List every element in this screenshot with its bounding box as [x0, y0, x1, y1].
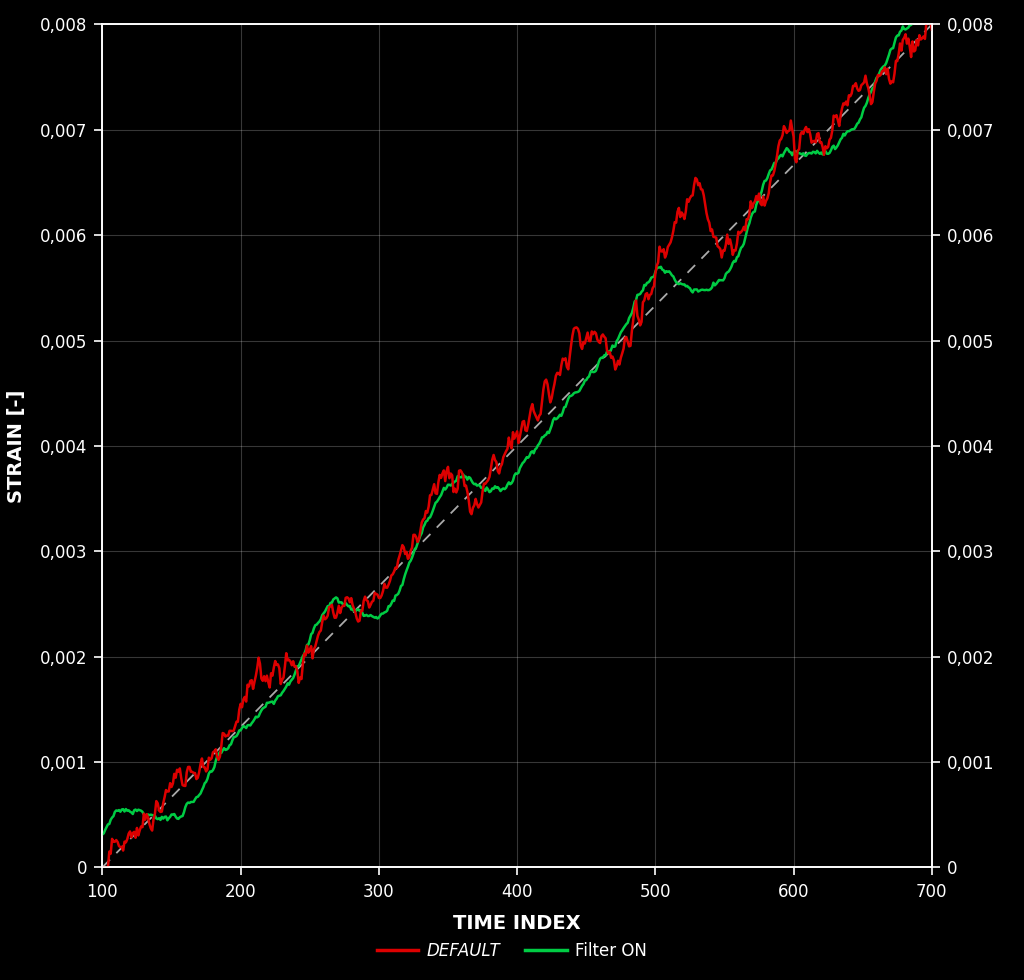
- Y-axis label: STRAIN [-]: STRAIN [-]: [7, 389, 26, 503]
- X-axis label: TIME INDEX: TIME INDEX: [454, 914, 581, 934]
- Legend: DEFAULT, Filter ON: DEFAULT, Filter ON: [370, 936, 654, 966]
